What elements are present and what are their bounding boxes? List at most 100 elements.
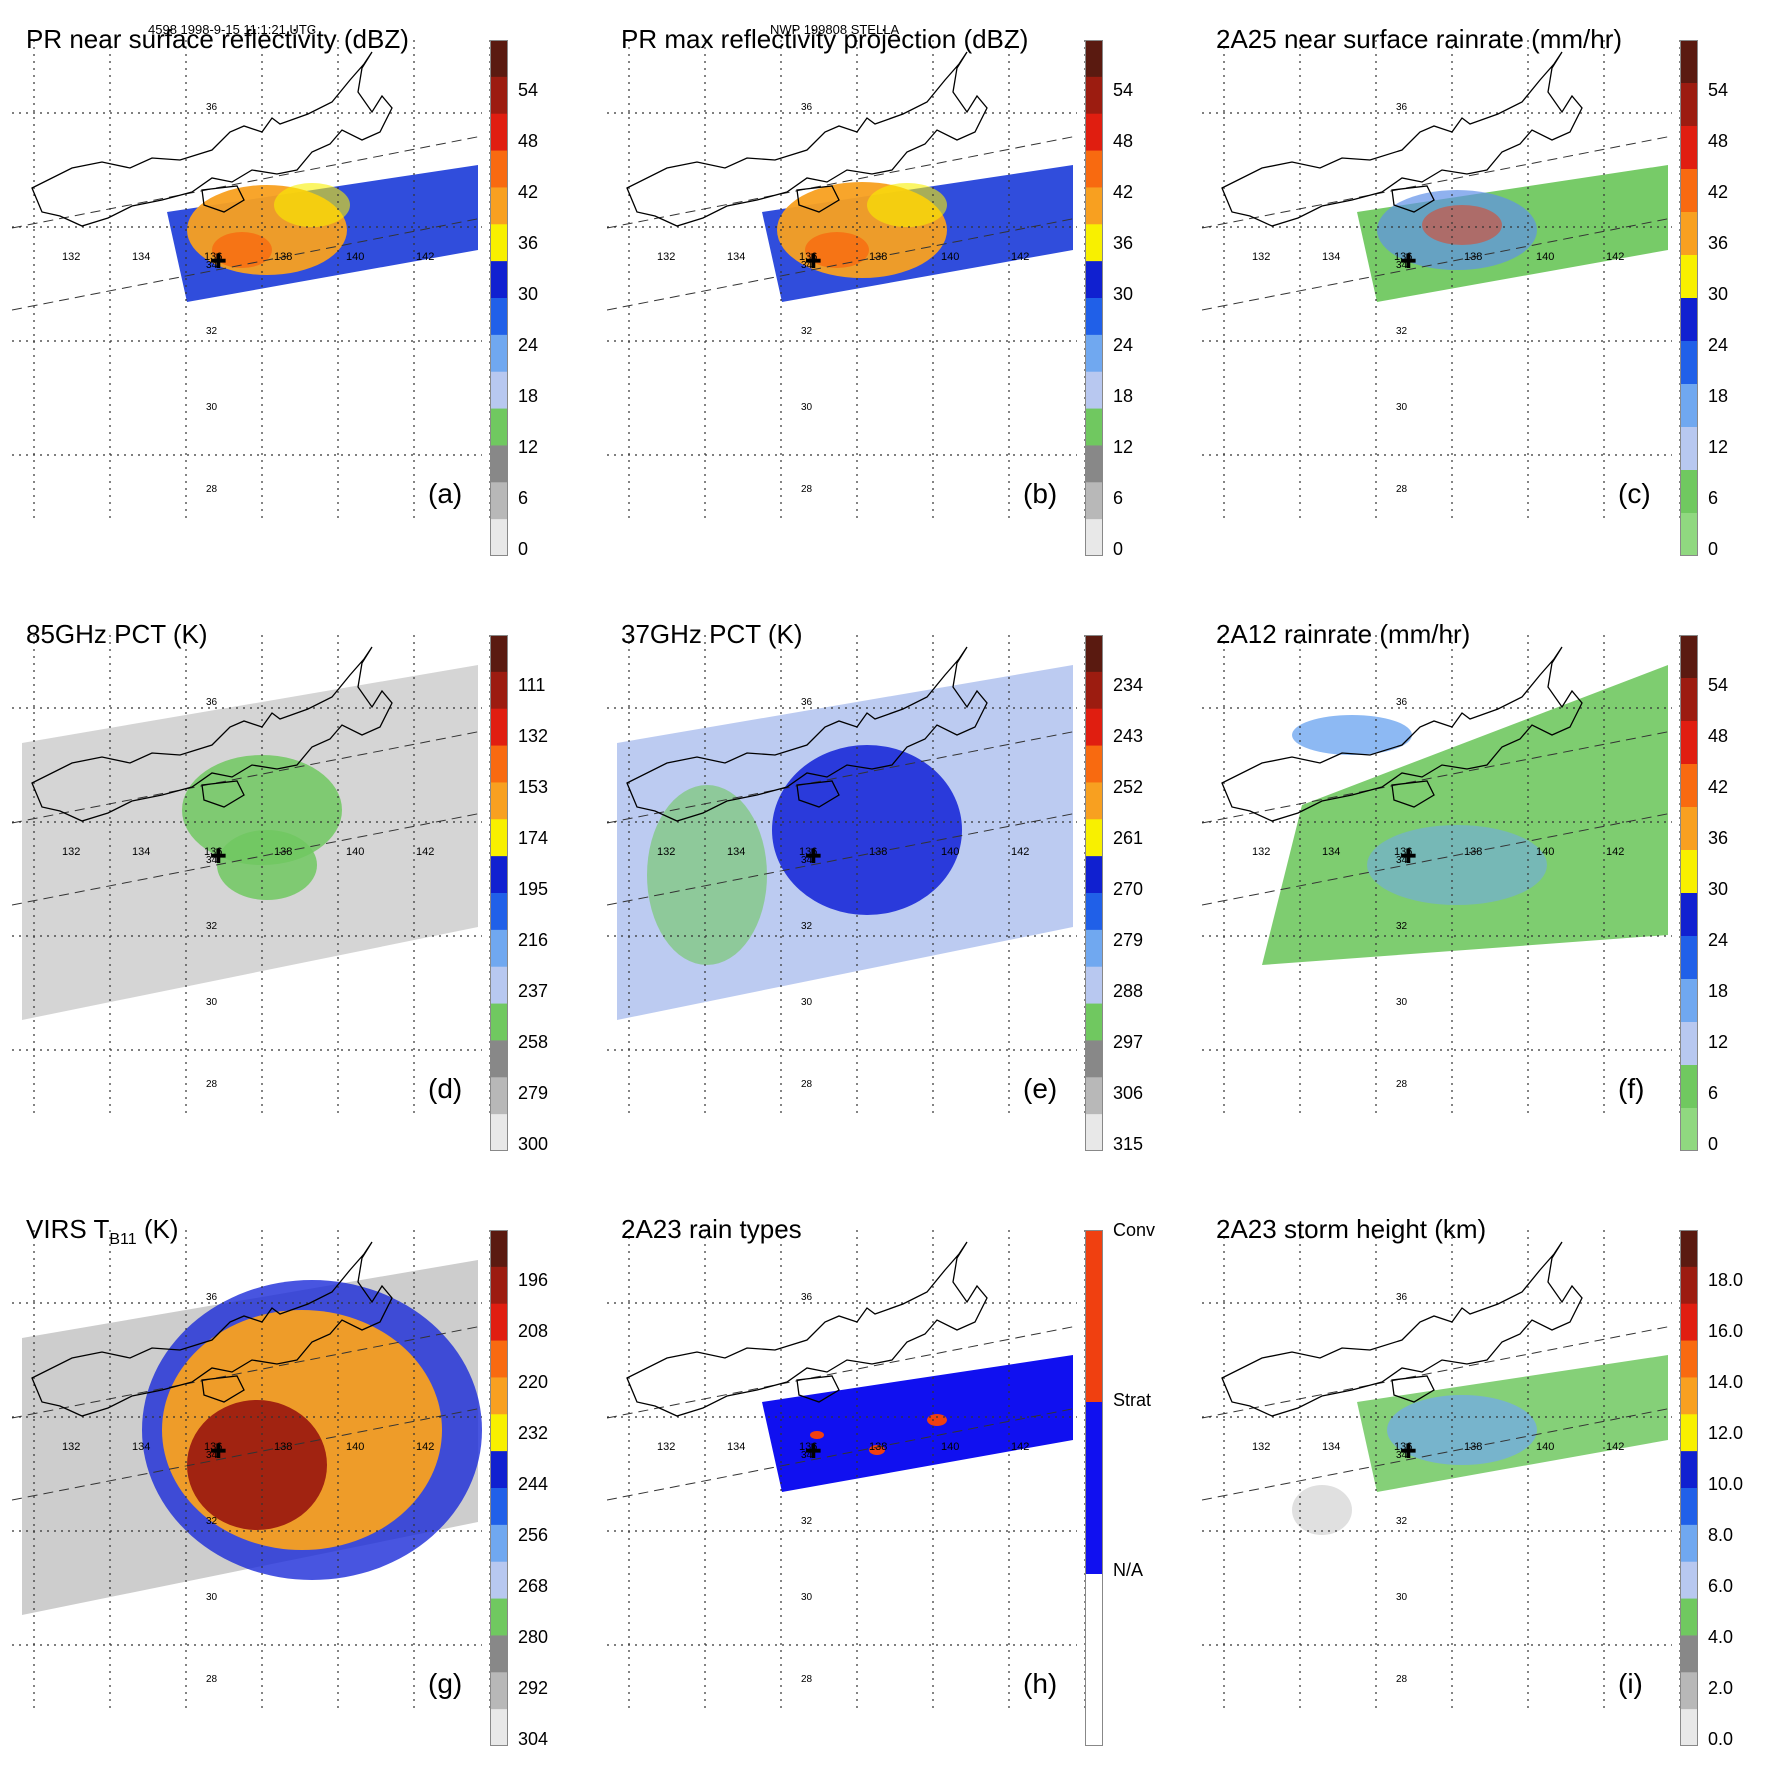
colorbar-tick-label: 0 [1708,1134,1719,1154]
island-outline [201,1375,245,1403]
colorbar-swatch [1085,966,1103,1005]
colorbar-tick-label: 232 [518,1423,549,1443]
map-g: ✚132134136138140142363432302826 [12,1230,491,1710]
colorbar-swatch [1085,371,1103,410]
longitude-label: 140 [941,846,959,858]
colorbar-tick-label: 268 [518,1576,549,1596]
colorbar-tick-label: 30 [518,284,539,304]
island-outline [1391,185,1435,213]
latitude-label: 36 [206,1292,218,1303]
colorbar-swatch [490,1488,508,1526]
colorbar-swatch [490,1451,508,1489]
longitude-label: 140 [1536,251,1554,263]
longitude-label: 138 [1464,846,1482,858]
colorbar-tick-label: Conv [1113,1220,1156,1240]
colorbar-tick-label: 220 [518,1372,549,1392]
longitude-label: 138 [274,1441,292,1453]
colorbar-tick-label: 42 [1708,182,1729,202]
colorbar-tick-label: 10.0 [1708,1474,1744,1494]
colorbar-swatch [490,261,508,299]
colorbar-tick-label: 216 [518,930,549,950]
colorbar-tick-label: 12 [1708,437,1729,457]
colorbar-d [490,635,508,1151]
panel-title: VIRS TB11 (K) [26,1214,179,1249]
coastline-outline [626,646,988,822]
latitude-label: 34 [206,855,218,866]
panel-title: 37GHz PCT (K) [621,619,803,650]
colorbar-swatch [1680,979,1698,1023]
precip-feature [772,745,962,915]
longitude-label: 142 [1606,1441,1624,1453]
colorbar-tick-label: 12.0 [1708,1423,1744,1443]
colorbar-swatch [1085,298,1103,336]
colorbar-b [1085,40,1103,556]
colorbar-swatch [1680,1635,1698,1673]
colorbar-tick-label: 6 [1708,488,1719,508]
colorbar-swatch [490,187,508,225]
coastline-outline [31,51,393,227]
colorbar-tick-label: 0 [1113,539,1124,559]
colorbar-swatch [490,819,508,857]
colorbar-swatch [490,224,508,262]
latitude-label: 32 [801,326,813,337]
colorbar-swatch [1680,721,1698,765]
longitude-label: 136 [1394,251,1412,263]
colorbar-swatch [1680,1022,1698,1066]
colorbar-swatch [490,1524,508,1563]
longitude-label: 134 [132,846,150,858]
colorbar-swatch [1680,1065,1698,1109]
longitude-label: 142 [416,846,434,858]
panel-d: 85GHz PCT (K) ✚ 132 134 136 138 140 142 36 34 32 30… [0,595,560,1154]
colorbar-tick-label: 48 [1708,726,1729,746]
map-e: ✚132134136138140142363432302826 [607,635,1086,1115]
panel-title: 2A25 near surface rainrate (mm/hr) [1216,24,1622,55]
longitude-label: 142 [1011,251,1029,263]
colorbar-swatch [1680,513,1698,556]
longitude-label: 136 [204,846,222,858]
island-outline [1391,780,1435,808]
colorbar-tick-label: 280 [518,1627,549,1647]
latitude-label: 34 [1396,855,1408,866]
colorbar-f [1680,635,1698,1151]
colorbar-tick-label: 24 [1113,335,1134,355]
colorbar-tick-label: 6 [1113,488,1124,508]
colorbar-swatch [1680,764,1698,808]
colorbar-tick-label: 195 [518,879,549,899]
colorbar-tick-label: 270 [1113,879,1144,899]
map-f: ✚132134136138140142363432302826 [1202,635,1681,1115]
panel-i: 2A23 storm height (km) ✚ 132 134 136 138 140 14… [1190,1190,1750,1749]
colorbar-swatch [490,1230,508,1268]
colorbar-swatch [490,1414,508,1452]
colorbar-swatch [1680,384,1698,428]
latitude-label: 34 [206,260,218,271]
latitude-label: 34 [801,260,813,271]
colorbar-tick-label: 252 [1113,777,1144,797]
colorbar-tick-label: 256 [518,1525,549,1545]
precip-feature [212,232,272,268]
colorbar-tick-label: 12 [1113,437,1134,457]
colorbar-tick-label: 18 [1708,981,1729,1001]
storm-center-icon: ✚ [210,844,227,868]
colorbar-swatch [490,929,508,968]
colorbar-tick-label: 0.0 [1708,1729,1734,1749]
panel-c: 2A25 near surface rainrate (mm/hr) ✚ 132 13… [1190,0,1750,559]
colorbar-tick-label: 6 [518,488,529,508]
colorbar-swatch [490,482,508,520]
colorbar-tick-label: 234 [1113,675,1144,695]
colorbar-swatch [490,745,508,783]
panel-title-text: 2A23 rain types [621,1214,802,1244]
colorbar-swatch [490,1266,508,1305]
colorbar-tick-label: 18 [518,386,539,406]
coastline-outline [626,1241,988,1417]
latitude-label: 30 [801,1592,813,1603]
island-outline [1391,1375,1435,1403]
map-b: ✚132134136138140142363432302826 [607,40,1086,520]
latitude-label: 32 [1396,1516,1408,1527]
panel-title-text: VIRS T [26,1214,110,1244]
colorbar-swatch [1680,893,1698,937]
colorbar-tick-label: 30 [1708,879,1729,899]
colorbar-tick-label: 36 [1708,233,1729,253]
colorbar-tick-label: 24 [1708,335,1729,355]
panel-title-text: 2A23 storm height (km) [1216,1214,1487,1244]
colorbar-swatch [1680,1414,1698,1452]
